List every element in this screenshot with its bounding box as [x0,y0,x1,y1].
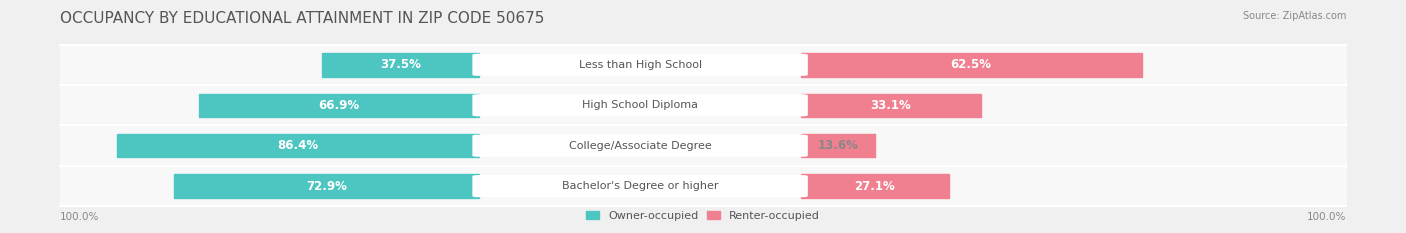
Bar [60,45,1346,85]
Text: 27.1%: 27.1% [855,180,896,193]
Text: 86.4%: 86.4% [277,139,319,152]
Text: High School Diploma: High School Diploma [582,100,699,110]
Legend: Owner-occupied, Renter-occupied: Owner-occupied, Renter-occupied [581,206,825,226]
Text: 100.0%: 100.0% [60,212,100,222]
Bar [198,93,479,117]
FancyBboxPatch shape [472,175,808,197]
Text: 13.6%: 13.6% [817,139,858,152]
Bar [60,166,1346,206]
Text: 37.5%: 37.5% [380,58,422,71]
Bar [801,175,949,198]
Bar [801,134,875,158]
Bar [60,85,1346,126]
Bar [117,134,479,158]
FancyBboxPatch shape [472,94,808,116]
Bar [801,53,1142,77]
Bar [174,175,479,198]
Text: College/Associate Degree: College/Associate Degree [569,141,711,151]
Text: 62.5%: 62.5% [950,58,991,71]
Text: OCCUPANCY BY EDUCATIONAL ATTAINMENT IN ZIP CODE 50675: OCCUPANCY BY EDUCATIONAL ATTAINMENT IN Z… [60,11,544,26]
Text: 72.9%: 72.9% [307,180,347,193]
Bar [322,53,479,77]
Text: Less than High School: Less than High School [578,60,702,70]
FancyBboxPatch shape [472,135,808,157]
FancyBboxPatch shape [472,54,808,76]
Text: Bachelor's Degree or higher: Bachelor's Degree or higher [562,181,718,191]
Bar [60,126,1346,166]
Text: 66.9%: 66.9% [319,99,360,112]
Text: Source: ZipAtlas.com: Source: ZipAtlas.com [1243,11,1346,21]
Text: 100.0%: 100.0% [1306,212,1346,222]
Text: 33.1%: 33.1% [870,99,911,112]
Bar [801,93,981,117]
